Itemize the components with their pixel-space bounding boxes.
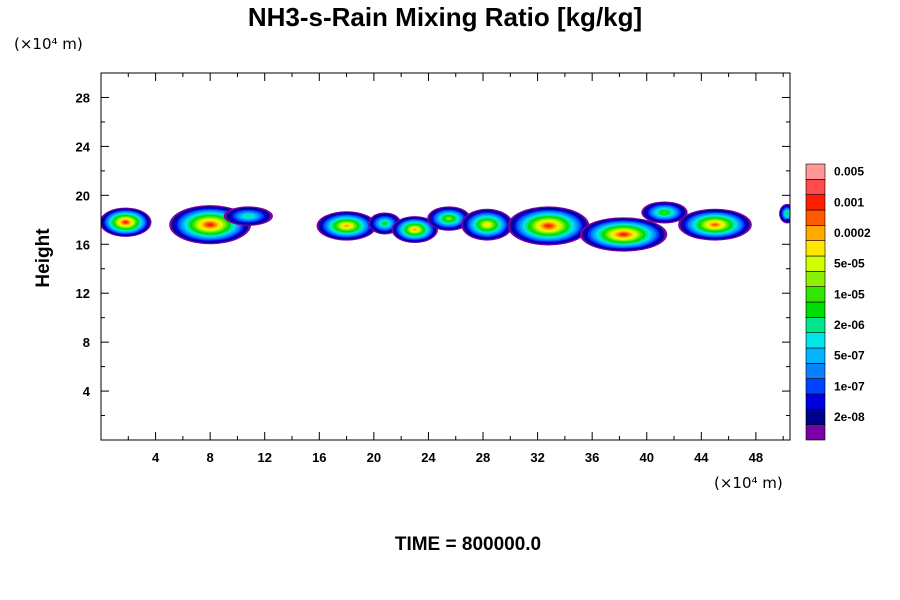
cloud-blob [101, 207, 152, 237]
colorbar-label: 2e-08 [834, 410, 865, 424]
colorbar-swatch [805, 393, 826, 410]
colorbar-label: 5e-07 [834, 349, 865, 363]
y-axis: 4 8 12 16 20 24 28 [76, 90, 790, 417]
x-tick-label: 12 [257, 450, 271, 465]
y-tick-label: 28 [76, 90, 90, 105]
x-tick-label: 24 [421, 450, 436, 465]
colorbar-swatch [805, 286, 826, 303]
contour-band [712, 223, 718, 226]
contour-band [661, 211, 668, 214]
y-axis-label: Height [33, 228, 54, 288]
contour-band [123, 221, 128, 224]
colorbar-swatch [805, 424, 826, 441]
y-axis-unit: (×10⁴ m) [14, 35, 83, 53]
y-tick-label: 24 [76, 139, 91, 154]
colorbar-label: 0.005 [834, 165, 864, 179]
contour-band [446, 217, 452, 220]
colorbar-label: 0.0002 [834, 226, 871, 240]
x-tick-label: 32 [530, 450, 544, 465]
colorbar-label: 0.001 [834, 195, 864, 209]
colorbar-swatch [805, 255, 826, 272]
colorbar-swatch [805, 225, 826, 241]
colorbar-swatch [805, 179, 826, 195]
contour-band [620, 233, 627, 236]
y-tick-label: 8 [83, 335, 90, 350]
x-tick-label: 36 [585, 450, 599, 465]
x-tick-label: 28 [476, 450, 490, 465]
colorbar-swatch [805, 271, 826, 287]
colorbar-swatch [805, 409, 826, 425]
cloud-blob [779, 203, 790, 224]
colorbar-label: 5e-05 [834, 257, 865, 271]
colorbar-swatch [805, 347, 826, 364]
contour-band [545, 224, 552, 228]
contour-band [344, 224, 350, 228]
colorbar-swatch [805, 317, 826, 333]
contour-band [244, 214, 252, 218]
time-label: TIME = 800000.0 [395, 534, 541, 555]
plot-frame [100, 72, 791, 441]
cloud-blob [507, 206, 590, 246]
cloud-blob [579, 217, 668, 252]
colorbar-label: 1e-05 [834, 287, 865, 301]
colorbar-swatch [805, 332, 826, 349]
colorbar-swatch [805, 378, 826, 395]
x-tick-label: 4 [152, 450, 160, 465]
y-tick-label: 12 [76, 286, 90, 301]
contour-band [412, 228, 417, 231]
colorbar-swatch [805, 194, 826, 211]
colorbar: 2e-08 1e-07 5e-07 2e-06 1e-05 5e-05 0.0002 0.00… [805, 163, 871, 441]
cloud-blob [223, 206, 273, 226]
colorbar-swatch [805, 209, 826, 226]
colorbar-label: 1e-07 [834, 379, 865, 393]
y-tick-label: 20 [76, 188, 90, 203]
contour-band [207, 223, 214, 227]
colorbar-swatch [805, 163, 826, 180]
x-tick-label: 44 [694, 450, 709, 465]
colorbar-swatch [805, 240, 826, 257]
x-axis: 4 8 12 16 20 24 28 32 36 40 44 48 [127, 73, 784, 465]
x-tick-label: 20 [367, 450, 381, 465]
cloud-blob [169, 205, 252, 245]
x-tick-label: 48 [749, 450, 763, 465]
colorbar-label: 2e-06 [834, 318, 865, 332]
chart-title: NH3-s-Rain Mixing Ratio [kg/kg] [248, 2, 642, 32]
cloud-blob [391, 216, 438, 244]
y-tick-label: 16 [76, 237, 90, 252]
cloud-contours [101, 201, 790, 252]
y-tick-label: 4 [83, 384, 91, 399]
colorbar-swatch [805, 363, 826, 379]
x-axis-unit: (×10⁴ m) [714, 474, 783, 492]
contour-band [382, 222, 387, 225]
cloud-blob [316, 211, 377, 241]
cloud-blob [427, 206, 471, 231]
cloud-blob [641, 201, 688, 224]
x-tick-label: 8 [207, 450, 214, 465]
x-tick-label: 40 [640, 450, 654, 465]
x-tick-label: 16 [312, 450, 326, 465]
cloud-blob [461, 208, 514, 241]
colorbar-swatch [805, 301, 826, 318]
cloud-blob [678, 208, 752, 241]
contour-band [786, 212, 789, 215]
contour-band [484, 223, 490, 227]
